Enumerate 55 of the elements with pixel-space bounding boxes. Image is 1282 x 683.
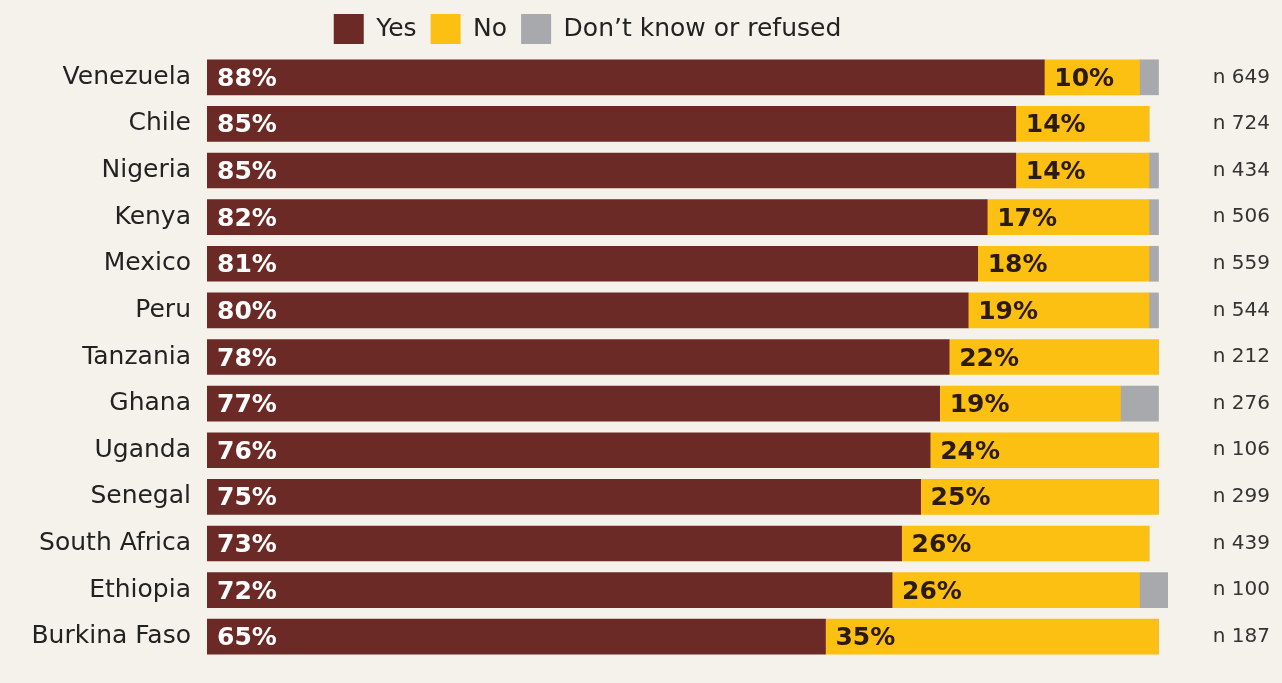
data-label: 25% xyxy=(930,482,991,512)
data-label: 75% xyxy=(217,482,277,512)
data-label: 72% xyxy=(217,575,277,605)
y-tick-label: Kenya xyxy=(114,200,191,230)
text: n 276 xyxy=(1212,389,1270,414)
data-label: 82% xyxy=(217,202,277,232)
text: n 187 xyxy=(1212,622,1270,647)
data-label: 19% xyxy=(949,389,1010,419)
text: n 649 xyxy=(1212,63,1270,88)
data-label: 14% xyxy=(1025,156,1086,186)
legend-label: No xyxy=(473,12,508,42)
text: n 100 xyxy=(1212,576,1270,601)
data-label: 81% xyxy=(217,249,277,279)
data-label: 76% xyxy=(217,435,277,465)
data-label: 14% xyxy=(1025,109,1086,139)
text: n 439 xyxy=(1212,529,1270,554)
data-label: 35% xyxy=(835,622,896,652)
data-label: 10% xyxy=(1054,62,1115,92)
y-tick-label: Tanzania xyxy=(81,340,191,370)
data-label: 65% xyxy=(217,622,277,652)
text: n 724 xyxy=(1212,110,1270,135)
y-tick-label: Venezuela xyxy=(62,60,191,90)
data-label: 26% xyxy=(911,528,972,558)
y-tick-label: Peru xyxy=(135,293,191,323)
data-label: 85% xyxy=(217,109,277,139)
text: n 299 xyxy=(1212,483,1270,508)
text: n 434 xyxy=(1212,156,1270,181)
text: n 106 xyxy=(1212,436,1270,461)
y-tick-label: Ghana xyxy=(109,387,191,417)
data-label: 18% xyxy=(987,249,1048,279)
y-tick-label: Senegal xyxy=(90,480,191,510)
legend-label: Don’t know or refused xyxy=(563,12,842,42)
y-tick-label: South Africa xyxy=(39,526,191,556)
y-tick-label: Burkina Faso xyxy=(31,620,191,650)
data-label: 17% xyxy=(997,202,1058,232)
text: n 212 xyxy=(1212,343,1270,368)
y-tick-label: Nigeria xyxy=(101,154,191,184)
text: n 544 xyxy=(1212,296,1270,321)
data-label: 85% xyxy=(217,156,277,186)
y-tick-label: Mexico xyxy=(103,247,191,277)
data-label: 24% xyxy=(940,435,1000,465)
data-label: 26% xyxy=(902,575,962,605)
y-tick-label: Uganda xyxy=(94,433,191,463)
y-tick-label: Ethiopia xyxy=(89,573,191,603)
y-tick-label: Chile xyxy=(128,107,191,137)
data-label: 80% xyxy=(217,295,277,325)
data-label: 22% xyxy=(959,342,1019,372)
legend-label: Yes xyxy=(375,12,417,42)
data-label: 78% xyxy=(217,342,277,372)
data-label: 88% xyxy=(217,62,277,92)
text: n 506 xyxy=(1212,203,1270,228)
data-label: 19% xyxy=(978,295,1039,325)
data-label: 73% xyxy=(217,528,277,558)
data-label: 77% xyxy=(217,389,277,419)
text: n 559 xyxy=(1212,249,1270,274)
